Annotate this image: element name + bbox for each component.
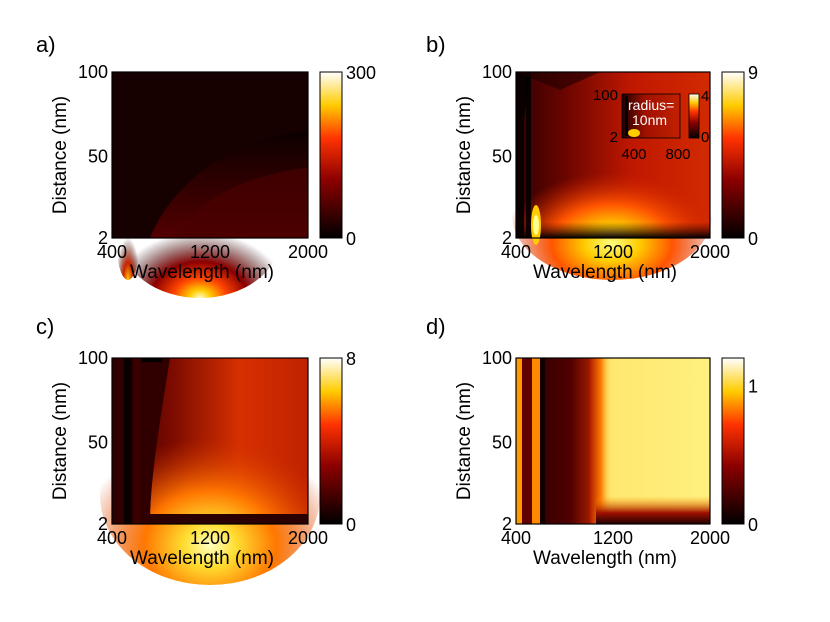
x-axis-label: Wavelength (nm) xyxy=(533,262,677,283)
inset-ytick: 100 xyxy=(593,87,618,104)
x-tick-label: 2000 xyxy=(690,242,730,262)
y-axis-label: Distance (nm) xyxy=(454,382,475,500)
colorbar-tick-label: 1 xyxy=(748,377,758,397)
inset-xtick: 800 xyxy=(665,146,690,163)
x-tick-label: 400 xyxy=(97,528,127,548)
inset-annotation-line2: 10nm xyxy=(632,112,667,128)
x-tick-label: 2000 xyxy=(288,528,328,548)
x-axis-label: Wavelength (nm) xyxy=(533,548,677,569)
colorbar-tick-label: 9 xyxy=(748,63,758,83)
panel-label: c) xyxy=(36,314,54,339)
colorbar xyxy=(319,71,343,239)
colorbar-tick-label: 0 xyxy=(346,515,356,535)
panel-label: b) xyxy=(426,32,446,57)
x-tick-label: 2000 xyxy=(288,242,328,262)
x-tick-label: 1200 xyxy=(593,242,633,262)
y-tick-label: 2 xyxy=(98,514,108,534)
heatmap xyxy=(516,358,710,524)
colorbar xyxy=(721,71,745,239)
panel-d: d) xyxy=(426,314,745,525)
inset-colorbar-tick: 4 xyxy=(701,88,709,105)
y-axis-label: Distance (nm) xyxy=(50,96,71,214)
colorbar xyxy=(721,357,745,525)
x-tick-label: 1200 xyxy=(190,242,230,262)
heatmap xyxy=(112,72,308,298)
colorbar-tick-label: 8 xyxy=(346,349,356,369)
y-tick-label: 100 xyxy=(78,62,108,82)
y-tick-label: 50 xyxy=(492,433,512,453)
y-tick-label: 2 xyxy=(98,228,108,248)
colorbar xyxy=(319,357,343,525)
y-tick-label: 50 xyxy=(88,433,108,453)
heatmap xyxy=(100,358,320,585)
colorbar-tick-label: 300 xyxy=(346,63,376,83)
panel-c: c) xyxy=(36,314,343,585)
inset-ytick: 2 xyxy=(610,129,618,146)
y-tick-label: 100 xyxy=(482,348,512,368)
y-tick-label: 50 xyxy=(492,147,512,167)
x-tick-label: 400 xyxy=(501,242,531,262)
inset-colorbar-tick: 0 xyxy=(701,129,709,146)
y-axis-label: Distance (nm) xyxy=(454,96,475,214)
x-tick-label: 1200 xyxy=(190,528,230,548)
panel-label: a) xyxy=(36,32,56,57)
panel-label: d) xyxy=(426,314,446,339)
x-tick-label: 2000 xyxy=(690,528,730,548)
x-axis-label: Wavelength (nm) xyxy=(130,548,274,569)
panel-b: b) radius= 10nm 100 2 400 800 4 0 xyxy=(426,32,745,280)
y-tick-label: 100 xyxy=(482,62,512,82)
colorbar-tick-label: 0 xyxy=(748,515,758,535)
y-axis-label: Distance (nm) xyxy=(50,382,71,500)
inset-plot: radius= 10nm 100 2 400 800 4 0 xyxy=(593,87,709,163)
y-tick-label: 2 xyxy=(502,514,512,534)
y-tick-label: 100 xyxy=(78,348,108,368)
x-axis-label: Wavelength (nm) xyxy=(130,262,274,283)
y-tick-label: 50 xyxy=(88,147,108,167)
x-tick-label: 400 xyxy=(97,242,127,262)
inset-xtick: 400 xyxy=(621,146,646,163)
inset-annotation-line1: radius= xyxy=(628,97,674,113)
panel-a: a) xyxy=(36,32,343,298)
x-tick-label: 1200 xyxy=(593,528,633,548)
colorbar-tick-label: 0 xyxy=(346,229,356,249)
x-tick-label: 400 xyxy=(501,528,531,548)
y-tick-label: 2 xyxy=(502,228,512,248)
colorbar-tick-label: 0 xyxy=(748,229,758,249)
